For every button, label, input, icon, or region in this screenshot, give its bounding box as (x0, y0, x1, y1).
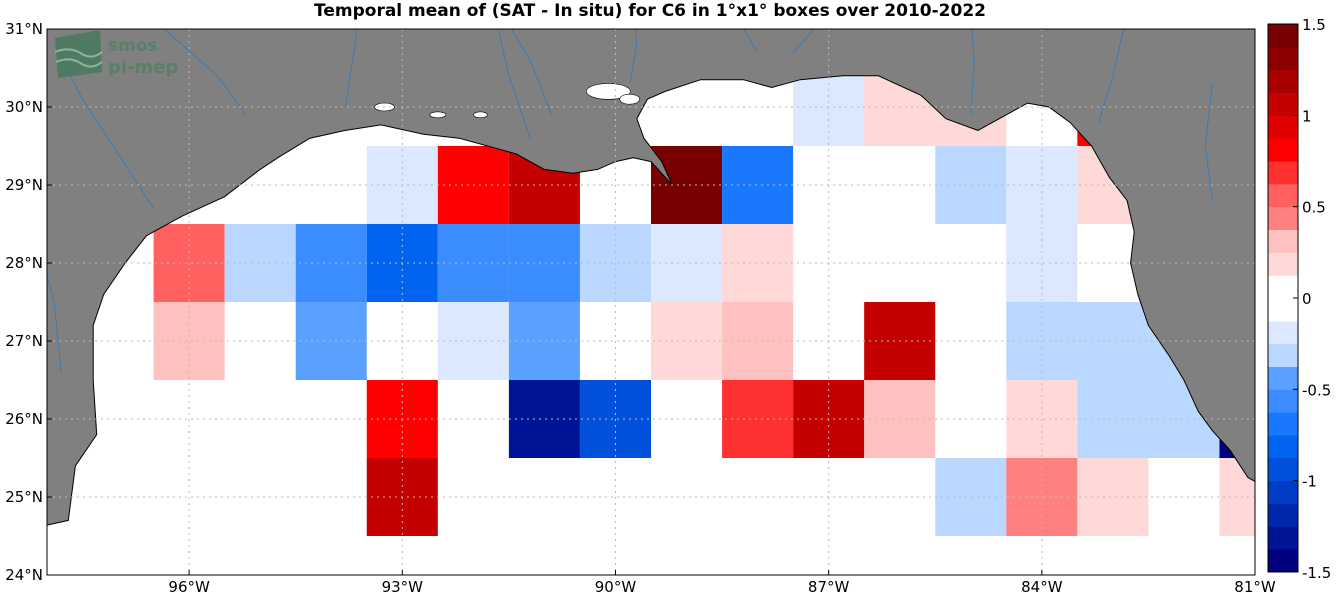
lat-tick-label: 24°N (5, 566, 43, 584)
heatmap-cell (1077, 380, 1149, 458)
colorbar-bin (1268, 46, 1298, 71)
colorbar-tick-label: -1.5 (1302, 564, 1331, 582)
page-title: Temporal mean of (SAT - In situ) for C6 … (314, 1, 986, 21)
heatmap-cell (722, 224, 794, 302)
colorbar-bin (1268, 343, 1298, 367)
colorbar-tick-label: 1.5 (1302, 16, 1326, 34)
heatmap-cell (722, 380, 794, 458)
lat-tick-label: 26°N (5, 410, 43, 428)
colorbar-labels: 1.5 1 0.5 0 -0.5 -1 -1.5 (1293, 16, 1331, 582)
colorbar-bin (1268, 69, 1298, 93)
lon-tick-label: 96°W (168, 578, 210, 594)
lat-tick-label: 30°N (5, 98, 43, 116)
heatmap-cell (651, 146, 723, 224)
colorbar-bin (1268, 503, 1298, 527)
lat-tick-label: 28°N (5, 254, 43, 272)
map-frame (46, 28, 1256, 576)
lat-tick-label: 29°N (5, 176, 43, 194)
colorbar-tick-label: -1 (1302, 473, 1317, 491)
colorbar-bin (1268, 298, 1298, 322)
colorbar (1267, 23, 1299, 573)
colorbar-tick-label: -0.5 (1302, 381, 1331, 399)
colorbar-bin (1268, 320, 1298, 345)
logo-line1: smos (108, 36, 158, 56)
lon-tick-label: 90°W (595, 578, 637, 594)
logo: smos pi-mep (54, 30, 178, 78)
colorbar-bin (1268, 24, 1298, 48)
lake (619, 93, 640, 105)
colorbar-bin (1268, 92, 1298, 116)
colorbar-bin (1268, 480, 1298, 504)
colorbar-bin (1268, 412, 1298, 436)
colorbar-tick-label: 1 (1302, 107, 1312, 125)
river (47, 272, 62, 373)
logo-line2: pi-mep (108, 57, 178, 78)
colorbar-bin (1268, 252, 1298, 276)
heatmap-cell (508, 380, 580, 458)
colorbar-bin (1268, 435, 1298, 459)
colorbar-bin (1268, 457, 1298, 482)
heatmap-cell (508, 302, 580, 380)
colorbar-bin (1268, 389, 1298, 413)
lat-tick-label: 27°N (5, 332, 43, 350)
lon-tick-label: 87°W (808, 578, 850, 594)
logo-waves-icon (54, 30, 103, 78)
heatmap-cell (651, 302, 723, 380)
lat-axis: 24°N 25°N 26°N 27°N 28°N 29°N 30°N 31°N (5, 20, 52, 584)
river (163, 29, 247, 116)
colorbar-tick-label: 0 (1302, 290, 1312, 308)
coastline (47, 29, 1255, 526)
heatmap-cell (722, 302, 794, 380)
river (742, 29, 759, 53)
lake (429, 111, 447, 119)
river (970, 29, 975, 115)
heatmap-cell (722, 146, 794, 224)
colorbar-bin (1268, 183, 1298, 208)
colorbar-bin (1268, 366, 1298, 390)
heatmap-cell (1077, 458, 1149, 536)
colorbar-bin (1268, 138, 1298, 162)
land-layer (47, 29, 1255, 526)
river (792, 29, 816, 53)
colorbar-bin (1268, 161, 1298, 185)
colorbar-bin (1268, 275, 1298, 299)
heatmap-cell (651, 224, 723, 302)
lon-tick-label: 84°W (1021, 578, 1063, 594)
colorbar-bin (1268, 526, 1298, 550)
lon-tick-label: 81°W (1234, 578, 1276, 594)
colorbar-bin (1268, 206, 1298, 230)
lake (473, 111, 488, 119)
lon-tick-label: 93°W (382, 578, 424, 594)
river (629, 29, 638, 84)
lat-tick-label: 31°N (5, 20, 43, 38)
colorbar-bin (1268, 229, 1298, 253)
colorbar-bin (1268, 115, 1298, 139)
river (344, 29, 358, 108)
lon-axis: 96°W 93°W 90°W 87°W 84°W 81°W (168, 570, 1276, 594)
lake (586, 83, 631, 100)
river (510, 29, 552, 115)
river (1204, 83, 1213, 201)
heatmap-cell (1077, 302, 1149, 380)
heatmap-cell (224, 224, 296, 302)
river (497, 29, 531, 139)
colorbar-bin (1268, 549, 1298, 573)
colorbar-tick-label: 0.5 (1302, 199, 1326, 217)
heatmap-cell (508, 224, 580, 302)
lat-tick-label: 25°N (5, 488, 43, 506)
grid-lines (47, 29, 1255, 575)
